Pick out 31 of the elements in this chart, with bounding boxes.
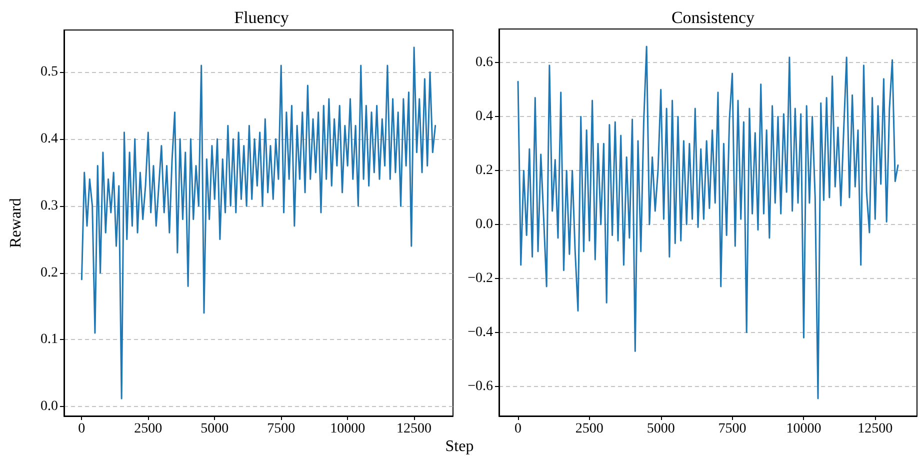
x-tick-label: 10000 xyxy=(786,422,822,436)
y-tick-label: −0.2 xyxy=(468,270,493,286)
y-tick-label: 0.1 xyxy=(40,332,58,348)
y-tick-label: 0.0 xyxy=(40,399,58,414)
x-tick-label: 2500 xyxy=(134,422,162,436)
x-tick-label: 2500 xyxy=(575,422,604,436)
chart-title: Consistency xyxy=(671,8,756,27)
y-tick-label: 0.2 xyxy=(40,265,58,280)
x-tick-label: 7500 xyxy=(718,422,746,436)
y-axis-title: Reward xyxy=(8,198,24,248)
x-tick-label: 0 xyxy=(514,422,522,436)
x-tick-label: 12500 xyxy=(396,422,432,436)
x-tick-label: 5000 xyxy=(646,422,675,436)
y-tick-label: −0.6 xyxy=(468,378,493,394)
y-tick-label: 0.6 xyxy=(476,55,493,70)
y-tick-label: 0.3 xyxy=(40,198,58,214)
x-tick-label: 12500 xyxy=(858,422,893,436)
y-tick-label: 0.2 xyxy=(476,163,493,178)
x-tick-label: 7500 xyxy=(267,422,296,436)
chart-title: Fluency xyxy=(234,8,290,27)
x-axis-title: Step xyxy=(444,438,475,456)
x-tick-label: 10000 xyxy=(330,422,366,436)
x-tick-label: 0 xyxy=(78,422,86,436)
y-tick-label: 0.4 xyxy=(40,132,58,147)
y-tick-label: 0.4 xyxy=(476,109,493,124)
x-tick-label: 5000 xyxy=(200,422,229,436)
y-tick-label: 0.0 xyxy=(476,217,493,232)
y-tick-label: −0.4 xyxy=(468,324,493,340)
line-series xyxy=(80,46,436,400)
y-tick-label: 0.5 xyxy=(40,64,58,80)
line-series xyxy=(517,46,899,400)
